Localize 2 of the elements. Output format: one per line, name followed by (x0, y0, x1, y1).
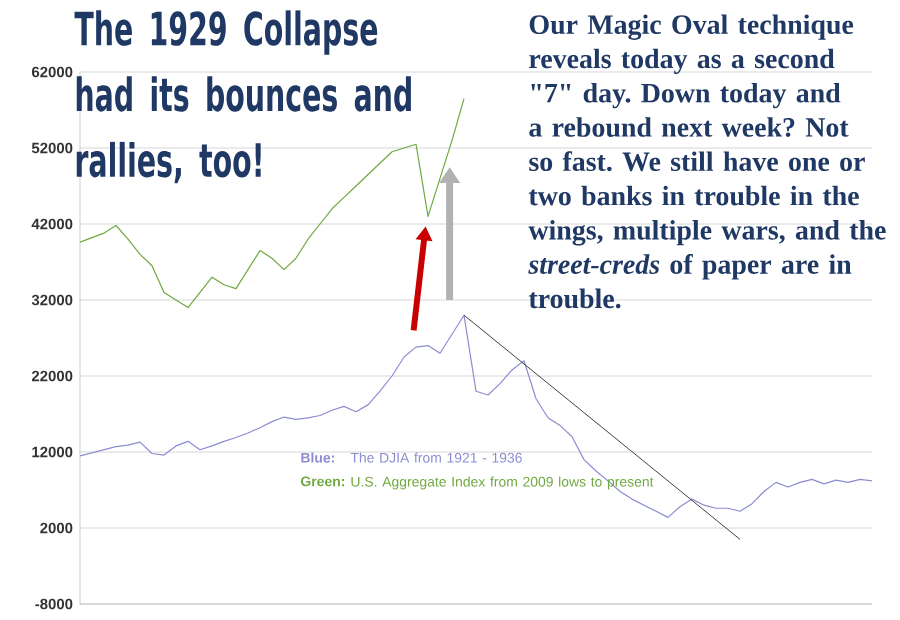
text: Our Magic Oval technique reveals today as a second "7" day. Down today and a rebound next week? Not so fast. We still have one or two banks in trouble in the wings, multiple wars, and the street-creds of paper are in trouble. (528, 14, 886, 309)
chart-title: The 1929 Collapse had its bounces and rallies, too! (74, 10, 411, 184)
